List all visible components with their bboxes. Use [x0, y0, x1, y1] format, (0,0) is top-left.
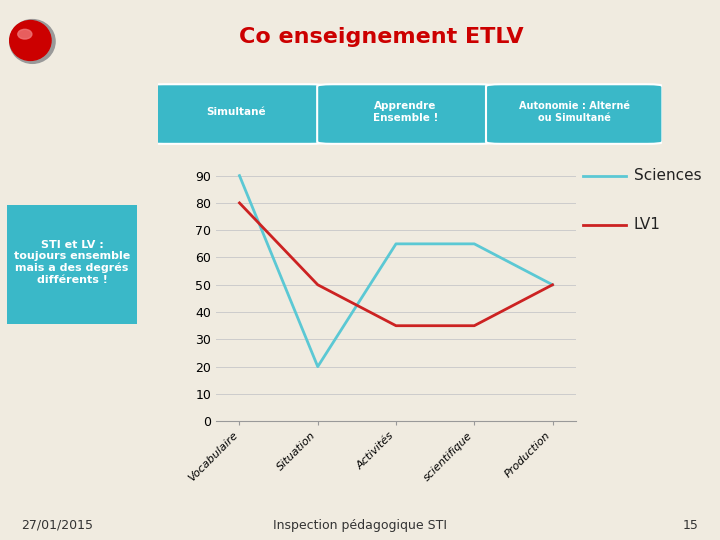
Text: 15: 15 [683, 519, 698, 532]
FancyBboxPatch shape [486, 84, 662, 144]
Text: Sciences: Sciences [634, 168, 701, 183]
Text: Apprendre
Ensemble !: Apprendre Ensemble ! [373, 102, 438, 123]
Text: STI et LV :
toujours ensemble
mais a des degrés
différents !: STI et LV : toujours ensemble mais a des… [14, 240, 130, 285]
Text: Autonomie : Alterné
ou Simultané: Autonomie : Alterné ou Simultané [518, 102, 630, 123]
Text: Inspection pédagogique STI: Inspection pédagogique STI [273, 519, 447, 532]
FancyBboxPatch shape [4, 203, 140, 326]
Ellipse shape [9, 19, 55, 63]
Ellipse shape [18, 29, 32, 39]
Text: LV1: LV1 [634, 217, 660, 232]
Ellipse shape [10, 21, 51, 60]
FancyBboxPatch shape [317, 84, 494, 144]
Text: Co enseignement ETLV: Co enseignement ETLV [239, 27, 524, 47]
FancyArrow shape [163, 86, 637, 141]
Text: 27/01/2015: 27/01/2015 [22, 519, 94, 532]
FancyBboxPatch shape [148, 84, 325, 144]
Text: Simultané: Simultané [207, 107, 266, 117]
